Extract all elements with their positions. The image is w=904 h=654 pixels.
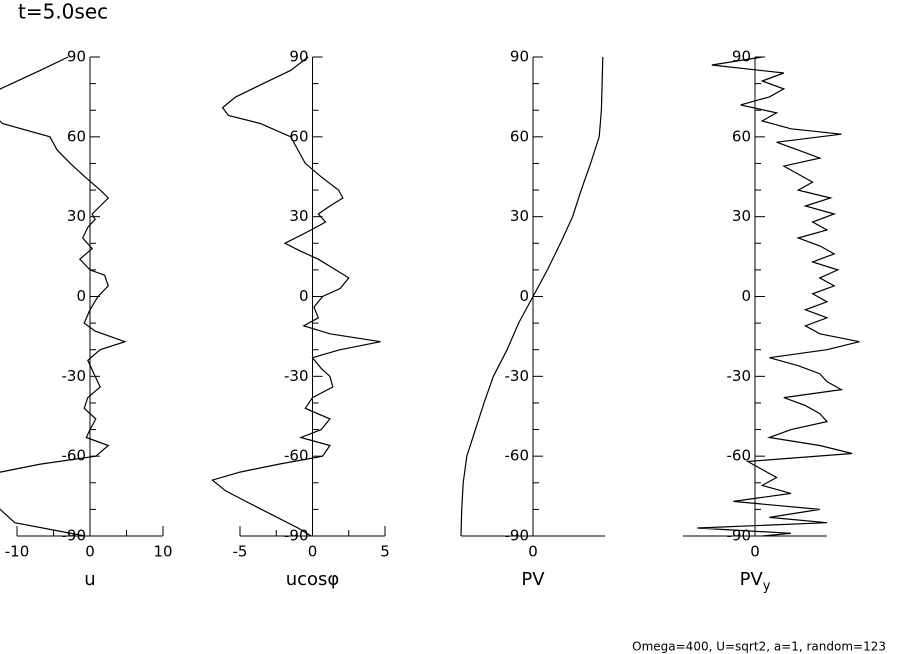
y-tick-label: 60 (510, 127, 529, 145)
x-axis-label-main: ucosφ (286, 569, 340, 590)
x-tick-label: 0 (750, 543, 760, 561)
y-tick-label: -90 (284, 527, 309, 545)
x-axis-label: ucosφ (286, 569, 340, 590)
y-tick-label: -60 (727, 447, 752, 465)
y-tick-label: 30 (732, 207, 751, 225)
x-tick-label: 0 (308, 543, 318, 561)
x-axis-label-main: u (84, 569, 95, 590)
y-tick-label: 0 (299, 287, 309, 305)
profile-line (697, 56, 860, 537)
y-tick-label: -90 (62, 527, 87, 545)
y-tick-label: 0 (741, 287, 751, 305)
x-tick-label: 10 (153, 543, 172, 561)
y-tick-label: 60 (732, 127, 751, 145)
x-axis-label: u (84, 569, 95, 590)
x-tick-label: 0 (528, 543, 538, 561)
y-tick-label: -60 (505, 447, 530, 465)
y-tick-label: -30 (505, 367, 530, 385)
y-tick-label: 60 (289, 127, 308, 145)
y-tick-label: 90 (289, 48, 308, 66)
y-tick-label: 90 (67, 48, 86, 66)
y-tick-label: -30 (62, 367, 87, 385)
x-tick-label: -5 (233, 543, 248, 561)
x-axis-label-subscript: y (763, 579, 771, 594)
y-tick-label: 0 (519, 287, 529, 305)
profile-line (460, 56, 604, 537)
y-tick-label: 30 (67, 207, 86, 225)
x-axis-label: PVy (740, 569, 771, 594)
y-tick-label: 30 (289, 207, 308, 225)
y-tick-label: 60 (67, 127, 86, 145)
profile-line (211, 56, 381, 537)
page-title: t=5.0sec (18, 0, 108, 24)
x-tick-label: 5 (380, 543, 390, 561)
y-tick-label: 90 (510, 48, 529, 66)
y-tick-label: -60 (62, 447, 87, 465)
x-axis-label-main: PV (521, 569, 545, 590)
x-tick-label: -10 (5, 543, 30, 561)
x-axis-label: PV (521, 569, 545, 590)
footnote: Omega=400, U=sqrt2, a=1, random=123 (632, 640, 886, 654)
y-tick-label: 30 (510, 207, 529, 225)
y-tick-label: -30 (727, 367, 752, 385)
y-tick-label: -30 (284, 367, 309, 385)
y-tick-label: 0 (76, 287, 86, 305)
y-tick-label: -60 (284, 447, 309, 465)
y-tick-label: -90 (505, 527, 530, 545)
x-axis-label-main: PV (740, 569, 764, 590)
y-tick-label: -90 (727, 527, 752, 545)
x-tick-label: 0 (85, 543, 95, 561)
y-tick-label: 90 (732, 48, 751, 66)
